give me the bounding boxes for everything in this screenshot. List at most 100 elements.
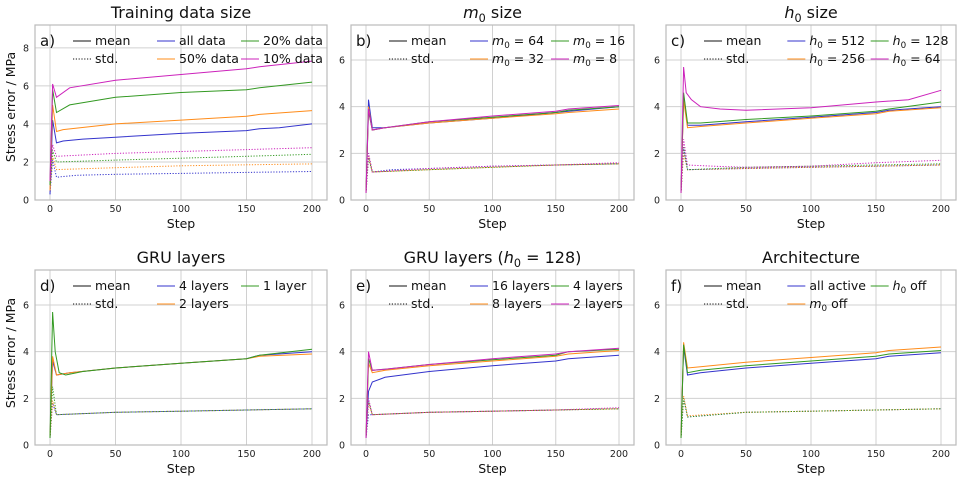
x-tick-label: 100 <box>172 449 190 460</box>
plot-frame <box>665 24 957 201</box>
x-tick-label: 0 <box>678 204 684 215</box>
y-tick-label: 6 <box>654 301 660 312</box>
x-tick-label: 150 <box>547 204 565 215</box>
y-tick-label: 6 <box>339 56 345 67</box>
x-tick-label: 200 <box>610 449 628 460</box>
legend-label: std. <box>726 296 749 311</box>
y-tick-label: 2 <box>339 394 345 405</box>
y-tick-label: 6 <box>339 301 345 312</box>
legend-label: std. <box>95 51 118 66</box>
x-tick-label: 0 <box>47 449 53 460</box>
x-tick-label: 150 <box>237 449 255 460</box>
x-tick-label: 150 <box>547 449 565 460</box>
series-mean-line <box>49 311 313 439</box>
y-tick-label: 2 <box>23 157 29 168</box>
series-std-line <box>365 157 620 194</box>
x-tick-label: 50 <box>740 449 752 460</box>
y-tick-label: 2 <box>654 394 660 405</box>
legend-label: m0 = 16 <box>573 33 625 51</box>
legend-label: all data <box>179 33 226 48</box>
x-tick-label: 50 <box>109 204 121 215</box>
legend-label: 1 layer <box>263 278 307 293</box>
legend-label: 4 layers <box>179 278 229 293</box>
plot-frame <box>350 24 635 201</box>
legend-label: std. <box>411 51 434 66</box>
legend-label: 2 layers <box>573 296 623 311</box>
x-axis-label: Step <box>478 216 507 231</box>
series-mean-line <box>365 347 620 439</box>
panel-label: c) <box>671 32 685 50</box>
legend-label: 50% data <box>179 51 239 66</box>
y-tick-label: 0 <box>654 196 660 207</box>
x-tick-label: 50 <box>109 449 121 460</box>
legend-label: mean <box>95 278 130 293</box>
legend-label: 2 layers <box>179 296 229 311</box>
plot-frame <box>350 269 635 446</box>
series-mean-line <box>680 99 942 194</box>
legend-label: all active <box>809 278 866 293</box>
series-mean-line <box>680 344 942 439</box>
panel-label: e) <box>356 277 371 295</box>
panel-label: d) <box>40 277 55 295</box>
legend-label: std. <box>411 296 434 311</box>
y-tick-label: 2 <box>23 394 29 405</box>
y-tick-label: 4 <box>654 102 660 113</box>
legend-label: m0 = 64 <box>492 33 544 51</box>
x-tick-label: 0 <box>678 449 684 460</box>
series-std-line <box>49 402 313 439</box>
series-std-line <box>49 150 313 185</box>
legend-label: h0 = 128 <box>893 33 949 51</box>
y-tick-label: 4 <box>339 347 345 358</box>
legend-label: std. <box>95 296 118 311</box>
panel-a: 0 50 100 150 200 0 2 4 6 8 Step Training data size a… <box>23 3 328 231</box>
panel-f: 0 50 100 150 200 0 2 4 6 Step Architecture f) mean st… <box>654 248 957 476</box>
x-tick-label: 0 <box>363 449 369 460</box>
series-std-line <box>49 386 313 439</box>
x-tick-label: 50 <box>423 204 435 215</box>
series-mean-line <box>365 354 620 439</box>
series-mean-line <box>49 60 313 182</box>
legend-label: mean <box>411 278 446 293</box>
y-tick-label: 6 <box>23 81 29 92</box>
x-tick-label: 200 <box>303 449 321 460</box>
x-axis-label: Step <box>797 461 826 476</box>
plot-frame <box>34 24 328 201</box>
x-tick-label: 100 <box>483 449 501 460</box>
x-tick-label: 100 <box>483 204 501 215</box>
x-tick-label: 100 <box>172 204 190 215</box>
legend-label: 16 layers <box>492 278 550 293</box>
x-tick-label: 0 <box>47 204 53 215</box>
plot-frame <box>665 269 957 446</box>
y-tick-label: 6 <box>23 301 29 312</box>
legend-label: h0 = 64 <box>893 51 941 69</box>
series-mean-line <box>365 105 620 194</box>
x-axis-label: Step <box>797 216 826 231</box>
legend-label: h0 = 256 <box>809 51 865 69</box>
y-tick-label: 0 <box>23 196 29 207</box>
panel-e: 0 50 100 150 200 0 2 4 6 Step GRU layers (h0 = 128… <box>339 248 635 476</box>
x-tick-label: 200 <box>932 204 950 215</box>
panel-title: m0 size <box>463 3 522 25</box>
panel-label: a) <box>40 32 55 50</box>
y-tick-label: 0 <box>339 196 345 207</box>
legend-label: m0 = 32 <box>492 51 544 69</box>
x-tick-label: 0 <box>363 204 369 215</box>
y-tick-label: 4 <box>23 347 29 358</box>
y-tick-label: 4 <box>654 347 660 358</box>
x-tick-label: 100 <box>802 449 820 460</box>
x-axis-label: Step <box>167 216 196 231</box>
series-std-line <box>680 398 942 439</box>
legend-label: h0 off <box>893 278 927 296</box>
x-axis-label: Step <box>478 461 507 476</box>
legend-label: mean <box>726 278 761 293</box>
legend-label: 20% data <box>263 33 323 48</box>
plot-frame <box>34 269 328 446</box>
legend-label: std. <box>726 51 749 66</box>
series-std-line <box>680 395 942 439</box>
y-tick-label: 8 <box>23 43 29 54</box>
figure-ylabel-bottom: Stress error / MPa <box>3 298 18 408</box>
legend-label: 8 layers <box>492 296 542 311</box>
legend-label: m0 = 8 <box>573 51 617 69</box>
x-tick-label: 200 <box>932 449 950 460</box>
y-tick-label: 0 <box>23 441 29 452</box>
